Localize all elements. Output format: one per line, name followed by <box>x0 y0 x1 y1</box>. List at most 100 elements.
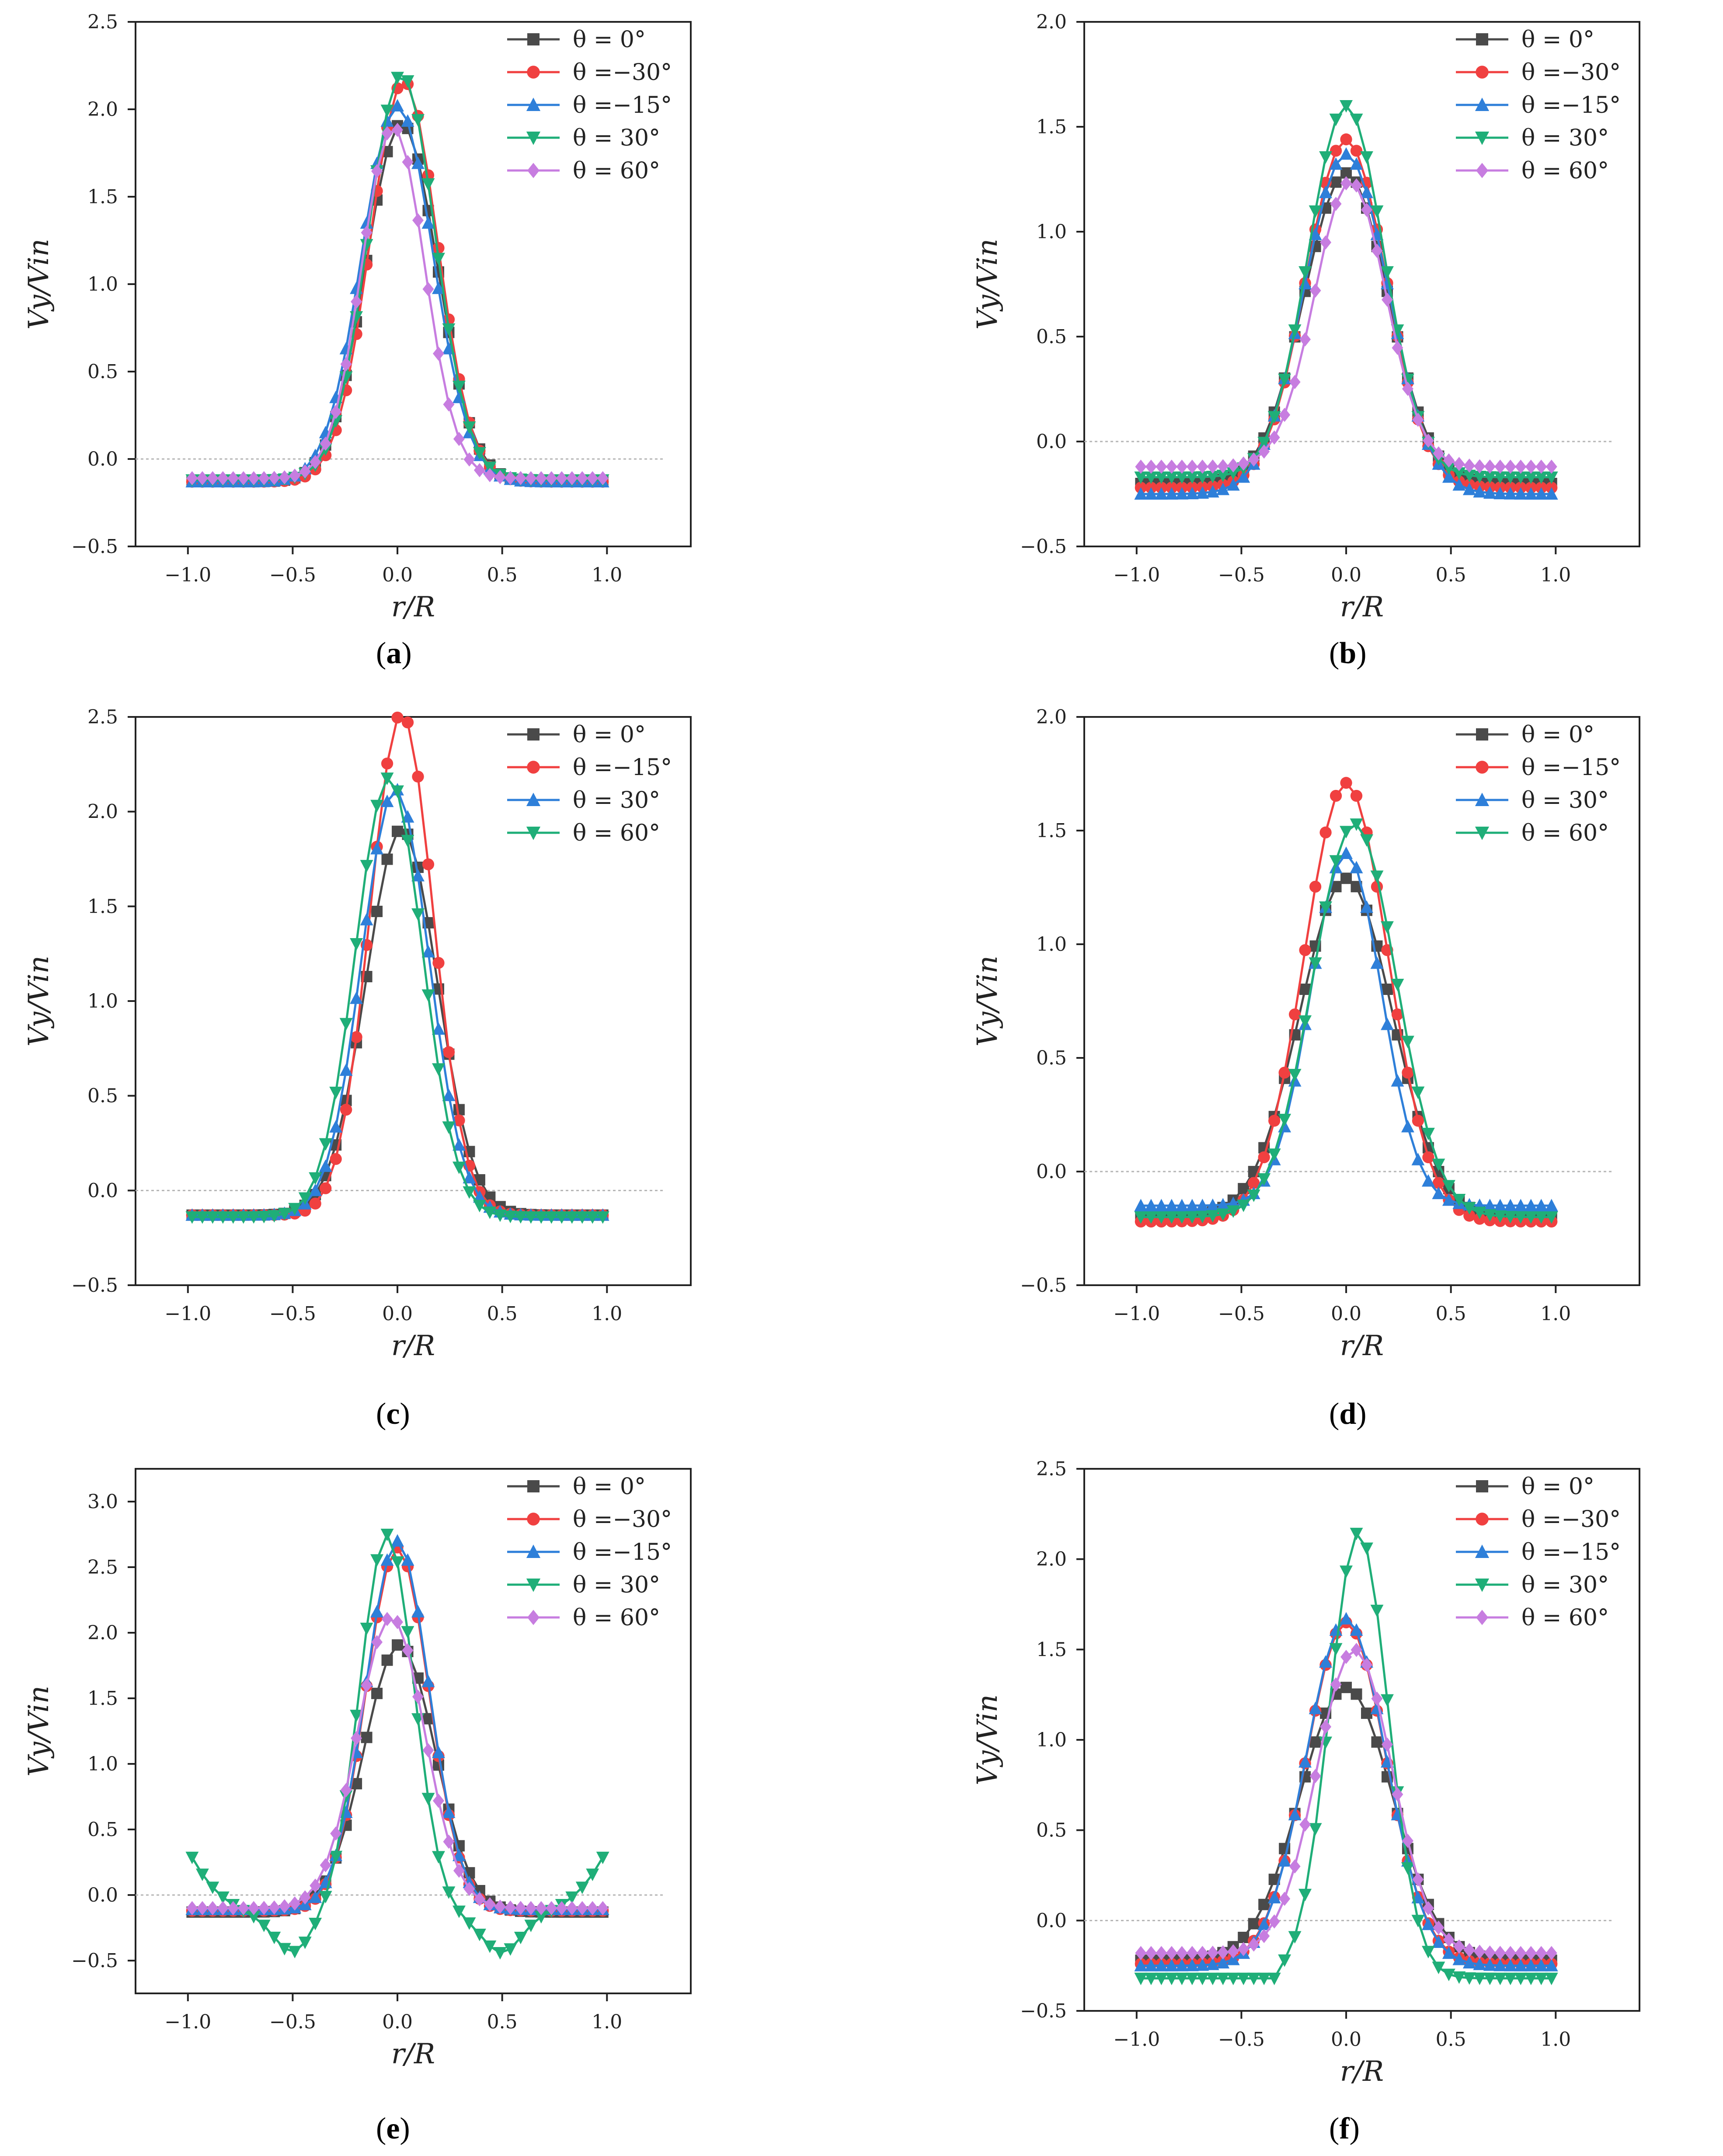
y-tick-label: 2.5 <box>87 706 118 728</box>
x-tick-label: −0.5 <box>269 1303 316 1325</box>
data-point <box>1360 1542 1373 1555</box>
data-point <box>1329 1623 1343 1636</box>
data-point <box>1258 444 1270 459</box>
series-line <box>192 1617 603 1909</box>
data-point <box>1196 471 1209 484</box>
legend-label: θ = 0° <box>573 27 646 53</box>
data-point <box>1309 1736 1321 1748</box>
data-point <box>1452 1952 1466 1965</box>
data-point <box>1288 324 1302 337</box>
data-point <box>1361 202 1373 217</box>
data-point <box>1350 1623 1363 1636</box>
data-point <box>1258 1929 1270 1944</box>
data-point <box>1340 147 1353 160</box>
data-point <box>525 471 537 486</box>
data-point <box>1371 1736 1383 1748</box>
data-point <box>1350 861 1363 873</box>
data-point <box>556 1901 567 1916</box>
data-point <box>360 239 373 252</box>
data-point <box>1238 1942 1250 1956</box>
data-point <box>442 1046 455 1058</box>
y-tick-label: 0.0 <box>87 1179 118 1202</box>
data-point <box>422 282 434 296</box>
data-point <box>1442 462 1455 475</box>
data-point <box>351 294 362 309</box>
data-point <box>1360 151 1373 164</box>
data-point <box>340 357 352 372</box>
data-point <box>1134 487 1148 500</box>
data-point <box>575 1211 589 1224</box>
data-point <box>1422 1151 1434 1164</box>
data-point <box>1412 412 1424 427</box>
y-tick-label: 2.5 <box>87 11 118 33</box>
data-point <box>432 1794 444 1808</box>
y-tick-label: 2.5 <box>87 1556 118 1579</box>
data-point <box>1545 487 1558 500</box>
data-point <box>1226 478 1240 491</box>
series-line <box>1141 1648 1552 1954</box>
data-point <box>1206 1210 1219 1223</box>
data-point <box>546 471 557 486</box>
data-point <box>411 869 425 882</box>
data-point <box>1504 1199 1517 1211</box>
data-point <box>453 1138 466 1151</box>
data-point <box>1206 1958 1219 1970</box>
data-point <box>401 835 414 848</box>
data-point <box>1524 1959 1538 1972</box>
legend-marker <box>1476 1513 1489 1526</box>
data-point <box>1422 1901 1434 1916</box>
data-point <box>1257 1173 1271 1186</box>
data-point <box>1473 1207 1486 1220</box>
data-point <box>370 842 384 855</box>
data-point <box>587 1901 599 1916</box>
data-point <box>1186 459 1198 474</box>
y-tick-label: 0.0 <box>1036 1909 1067 1932</box>
data-point <box>1340 846 1353 859</box>
data-point <box>1350 1527 1363 1540</box>
legend-marker <box>526 793 541 806</box>
data-point <box>1248 1937 1260 1952</box>
data-point <box>1278 1854 1291 1867</box>
data-point <box>422 169 435 181</box>
panel-c: −1.0 −0.5 0.0 0.5 1.0 −0.5 0.0 0.5 1.0 1.5 2.0 2.5 r… <box>23 706 692 1362</box>
data-point <box>1155 1972 1168 1986</box>
data-point <box>432 1746 445 1759</box>
data-point <box>1392 341 1403 355</box>
data-point <box>1340 1650 1352 1664</box>
data-point <box>1309 1823 1322 1836</box>
data-point <box>1156 459 1167 474</box>
data-point <box>463 1171 476 1184</box>
y-tick-label: 1.5 <box>87 186 118 208</box>
data-point <box>288 1203 302 1216</box>
series-line <box>1141 1530 1552 1980</box>
data-point <box>1166 1946 1177 1960</box>
data-point <box>1515 1946 1527 1960</box>
data-point <box>1421 1946 1435 1958</box>
legend-marker <box>1476 33 1488 45</box>
legend-marker <box>527 33 540 45</box>
x-tick-label: −1.0 <box>1113 2028 1160 2051</box>
data-point <box>227 471 239 486</box>
data-point <box>442 1088 456 1101</box>
data-point <box>576 471 588 486</box>
data-point <box>524 1920 538 1932</box>
x-tick-label: 0.0 <box>382 1303 413 1325</box>
data-point <box>381 1612 393 1626</box>
data-point <box>1330 197 1342 211</box>
data-point <box>350 1031 362 1043</box>
data-point <box>401 716 414 729</box>
data-point <box>1340 873 1352 884</box>
legend-label: θ =−15° <box>573 1539 672 1565</box>
data-point <box>1257 437 1271 449</box>
data-point <box>421 216 435 229</box>
data-point <box>1514 487 1528 500</box>
data-point <box>1493 1210 1507 1223</box>
data-point <box>319 1138 332 1151</box>
data-point <box>310 1878 321 1893</box>
data-point <box>1144 1211 1158 1224</box>
data-point <box>565 1891 579 1904</box>
data-point <box>1412 1115 1424 1127</box>
data-point <box>587 471 599 486</box>
data-point <box>1463 1943 1475 1958</box>
data-point <box>1462 1202 1476 1215</box>
